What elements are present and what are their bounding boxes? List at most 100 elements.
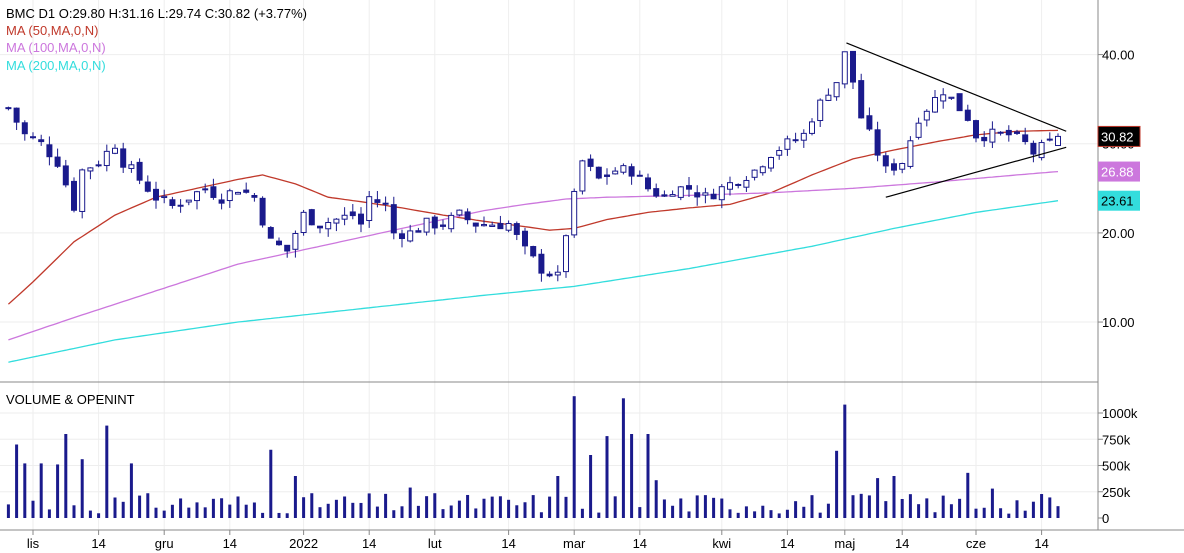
candle-up [759, 166, 766, 174]
candle-up [997, 131, 1004, 134]
candle-down [13, 107, 20, 123]
volume-bar [211, 498, 215, 518]
volume-bar [958, 498, 962, 518]
volume-bar [318, 507, 322, 518]
volume-bar [466, 494, 470, 518]
candle-down [120, 148, 127, 168]
candle-up [989, 128, 996, 143]
volume-bar [876, 478, 880, 518]
volume-bar [244, 504, 248, 518]
candle-up [669, 194, 676, 197]
candle-down [54, 156, 61, 167]
candle-down [866, 115, 873, 130]
badge-background [1097, 125, 1141, 147]
volume-bar [769, 510, 773, 518]
price-badge-26-88: 26.88 [1098, 161, 1140, 182]
volume-bar [802, 506, 806, 518]
candle-down [153, 188, 159, 201]
volume-bar [982, 507, 986, 518]
candle-up [923, 110, 930, 121]
volume-bar [523, 502, 527, 518]
candle-up [718, 186, 725, 201]
volume-bar [384, 493, 388, 518]
candle-down [169, 199, 176, 206]
volume-bar [613, 496, 617, 518]
candle-up [1055, 135, 1061, 147]
volume-bars [6, 396, 1060, 518]
candle-down [276, 240, 282, 246]
volume-bar [556, 476, 560, 518]
chart-title: BMC D1 O:29.80 H:31.16 L:29.74 C:30.82 (… [6, 6, 307, 21]
volume-bar [867, 495, 871, 518]
candle-down [1046, 138, 1053, 141]
volume-bar [6, 504, 10, 518]
candle-down [653, 188, 660, 197]
volume-bar [72, 505, 76, 518]
candle-down [464, 211, 471, 221]
candle-up [579, 160, 586, 192]
volume-bar [703, 495, 707, 518]
volume-bar [515, 505, 519, 518]
volume-bar [687, 511, 691, 518]
candle-up [79, 169, 86, 212]
candle-up [612, 170, 619, 175]
volume-bar [900, 499, 904, 518]
candle-down [522, 230, 528, 247]
candle-up [571, 190, 578, 236]
candle-up [407, 230, 414, 242]
volume-bar [408, 487, 412, 518]
price-tick-label: 40.00 [1102, 48, 1135, 63]
volume-bar [47, 509, 51, 518]
candle-down [587, 158, 594, 167]
candle-up [489, 224, 496, 227]
candle-down [973, 120, 979, 139]
volume-bar [851, 495, 855, 518]
candle-down [358, 213, 364, 225]
volume-bar [326, 503, 330, 518]
volume-bar [179, 498, 183, 518]
volume-bar [31, 500, 35, 518]
candle-down [858, 80, 865, 119]
candle-up [161, 195, 168, 199]
candle-up [932, 96, 938, 113]
candle-down [382, 202, 389, 205]
candle-up [768, 156, 774, 169]
candle-down [5, 107, 12, 110]
volume-bar [662, 499, 666, 518]
volume-bar [671, 505, 675, 518]
candle-down [882, 155, 889, 167]
volume-bar [498, 496, 502, 518]
candle-up [95, 164, 102, 167]
volume-bar [589, 455, 593, 518]
badge-label: 26.88 [1101, 165, 1134, 180]
price-badge-23-61: 23.61 [1098, 190, 1140, 211]
volume-bar [441, 509, 445, 518]
time-tick-label: 14 [633, 536, 647, 551]
volume-bar [892, 476, 896, 518]
time-tick-label: 14 [895, 536, 909, 551]
candle-up [702, 192, 709, 196]
candle-up [505, 223, 512, 231]
candle-up [103, 150, 110, 167]
candle-down [21, 122, 28, 135]
volume-bar [416, 505, 420, 518]
candle-up [940, 94, 947, 102]
candle-down [604, 174, 610, 177]
candle-up [899, 163, 906, 170]
candle-down [267, 227, 274, 239]
candle-up [915, 122, 922, 138]
volume-bar [777, 513, 781, 518]
candle-down [546, 273, 553, 277]
volume-bar [1048, 497, 1052, 518]
volume-bar [162, 510, 166, 518]
candle-up [300, 211, 307, 234]
volume-bar [236, 496, 240, 518]
candle-up [620, 165, 627, 173]
candle-down [30, 136, 36, 139]
price-tick-label: 10.00 [1102, 315, 1135, 330]
volume-panel-title: VOLUME & OPENINT [6, 392, 135, 407]
volume-bar [105, 425, 109, 518]
candle-up [833, 82, 840, 98]
candle-down [497, 223, 504, 230]
